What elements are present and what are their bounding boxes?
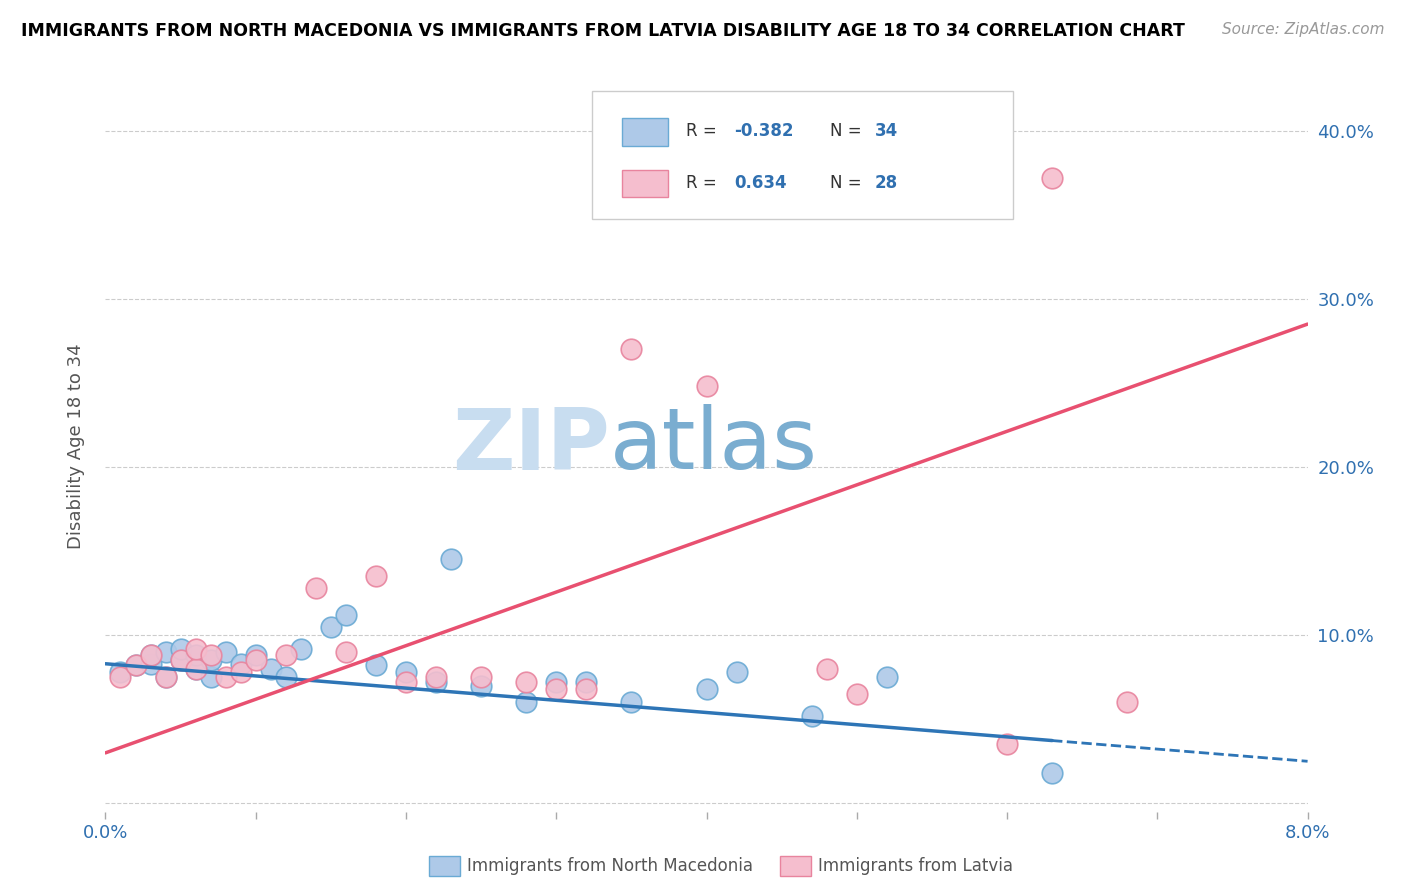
FancyBboxPatch shape (592, 91, 1014, 219)
Point (200, 648, 222, 663)
Point (155, 645, 177, 659)
Point (305, 581, 328, 595)
Point (440, 552, 463, 566)
Point (395, 665, 418, 680)
Point (876, 670, 898, 684)
Point (575, 675, 598, 690)
Point (184, 662, 207, 676)
Text: 34: 34 (875, 121, 898, 140)
Text: N =: N = (831, 121, 868, 140)
Point (229, 657, 252, 671)
Point (319, 620, 342, 634)
Text: R =: R = (686, 174, 723, 192)
Point (110, 665, 132, 680)
Point (1040, 170, 1063, 185)
Point (725, 665, 748, 680)
Point (124, 658, 146, 673)
Point (245, 653, 267, 667)
Point (139, 648, 162, 663)
Point (470, 670, 492, 684)
Point (335, 607, 357, 622)
Point (229, 665, 252, 680)
Point (335, 645, 357, 659)
Point (425, 670, 447, 684)
Point (1116, 695, 1139, 709)
Point (274, 670, 297, 684)
Text: Immigrants from North Macedonia: Immigrants from North Macedonia (467, 857, 752, 875)
Point (124, 658, 146, 673)
Point (155, 670, 177, 684)
Text: Source: ZipAtlas.com: Source: ZipAtlas.com (1222, 22, 1385, 37)
Text: ZIP: ZIP (453, 404, 610, 488)
Point (274, 648, 297, 663)
Text: IMMIGRANTS FROM NORTH MACEDONIA VS IMMIGRANTS FROM LATVIA DISABILITY AGE 18 TO 3: IMMIGRANTS FROM NORTH MACEDONIA VS IMMIG… (21, 22, 1185, 40)
Point (1040, 766, 1063, 780)
Point (995, 738, 1018, 752)
Text: atlas: atlas (610, 404, 818, 488)
Point (470, 679, 492, 693)
Point (200, 653, 222, 667)
Point (546, 675, 568, 690)
Point (515, 695, 537, 709)
Point (260, 662, 283, 676)
Point (169, 653, 191, 667)
Text: R =: R = (686, 121, 723, 140)
Point (425, 675, 447, 690)
Point (139, 648, 162, 663)
Point (575, 681, 598, 696)
Point (290, 641, 312, 656)
Point (800, 709, 823, 723)
Text: -0.382: -0.382 (734, 121, 793, 140)
Point (515, 675, 537, 690)
Point (546, 681, 568, 696)
Text: Immigrants from Latvia: Immigrants from Latvia (818, 857, 1014, 875)
Point (696, 379, 718, 393)
Bar (623, 119, 668, 146)
Point (155, 670, 177, 684)
Point (110, 670, 132, 684)
Point (184, 648, 207, 663)
Point (169, 641, 191, 656)
Text: 28: 28 (875, 174, 898, 192)
Point (184, 662, 207, 676)
Text: 0.634: 0.634 (734, 174, 787, 192)
Point (696, 681, 718, 696)
Point (200, 670, 222, 684)
Point (214, 670, 236, 684)
Bar (623, 169, 668, 197)
Y-axis label: Disability Age 18 to 34: Disability Age 18 to 34 (66, 343, 84, 549)
Point (620, 343, 643, 357)
Point (245, 648, 267, 663)
Point (815, 662, 838, 676)
Point (620, 695, 643, 709)
Point (364, 569, 387, 583)
Point (395, 675, 418, 690)
Point (364, 658, 387, 673)
Point (139, 657, 162, 671)
Point (845, 687, 868, 701)
Point (214, 645, 236, 659)
Point (169, 653, 191, 667)
Point (184, 641, 207, 656)
Text: N =: N = (831, 174, 868, 192)
